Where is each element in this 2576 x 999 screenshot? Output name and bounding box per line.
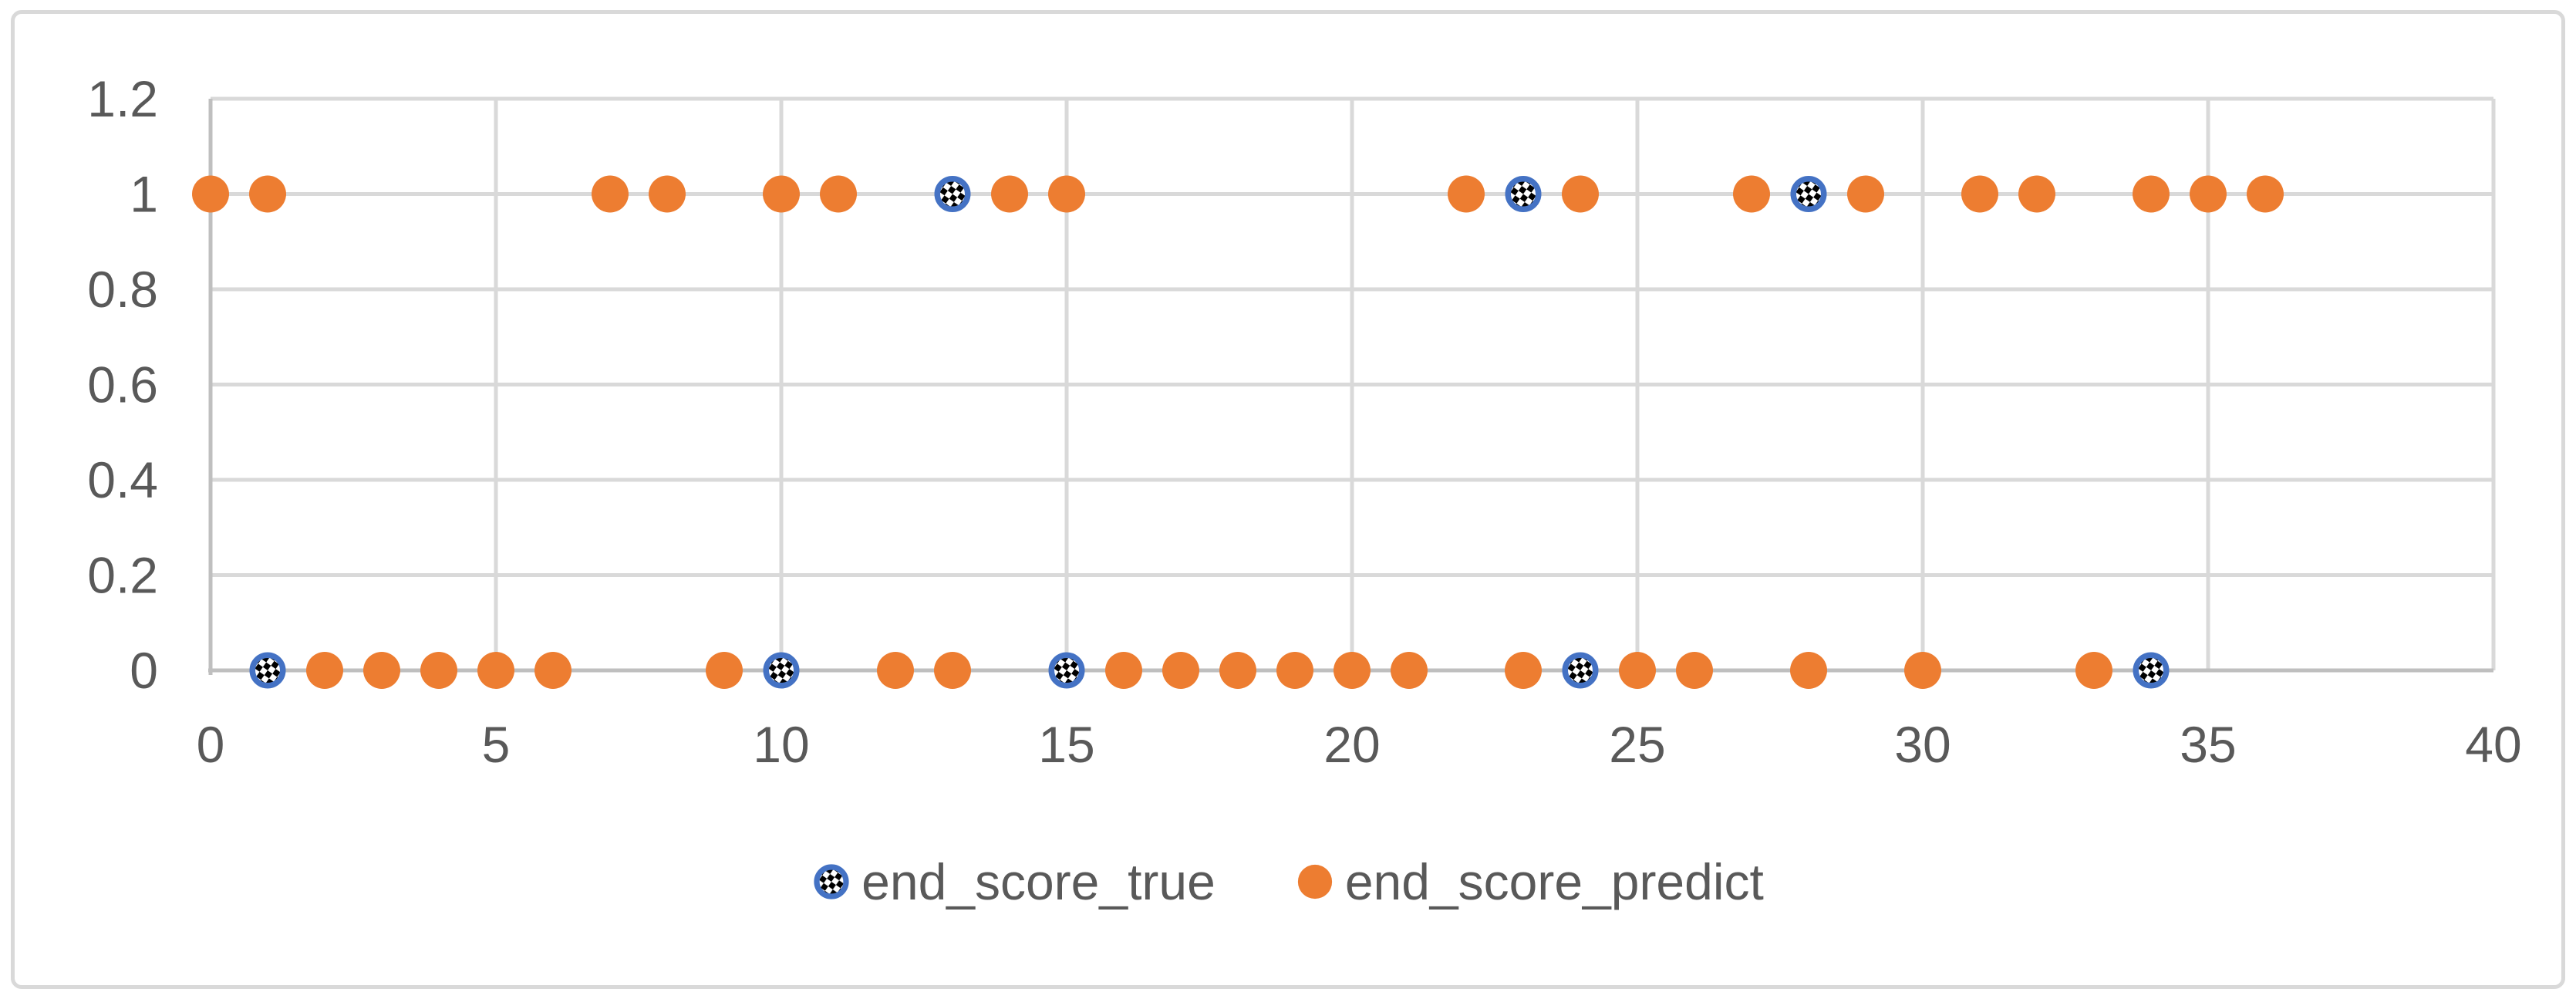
marker-checker-fill bbox=[1510, 181, 1536, 207]
y-tick-label: 1.2 bbox=[87, 70, 158, 127]
marker-blue-ring bbox=[249, 652, 286, 689]
data-point-end-score-predict bbox=[1448, 175, 1485, 213]
data-point-end-score-predict bbox=[1790, 652, 1827, 689]
y-tick-label: 1 bbox=[130, 166, 158, 223]
y-tick-labels: 0 0.2 0.4 0.6 0.8 1 1.2 bbox=[87, 70, 158, 699]
legend-item-end-score-true[interactable]: end_score_true bbox=[812, 856, 1216, 907]
y-tick-label: 0 bbox=[130, 642, 158, 699]
data-point-end-score-predict bbox=[1676, 652, 1713, 689]
data-point-end-score-true bbox=[2133, 652, 2170, 689]
legend-filled-marker bbox=[1297, 864, 1332, 899]
x-tick-label: 30 bbox=[1894, 716, 1951, 773]
data-point-end-score-predict bbox=[592, 175, 629, 213]
checkered-circle-marker-icon bbox=[812, 862, 851, 901]
data-point-end-score-predict bbox=[1219, 652, 1256, 689]
x-tick-labels: 0 5 10 15 20 25 30 35 40 bbox=[197, 716, 2522, 773]
data-point-end-score-predict bbox=[477, 652, 514, 689]
data-point-end-score-true bbox=[934, 176, 971, 212]
data-point-end-score-predict bbox=[1162, 652, 1199, 689]
data-point-end-score-predict bbox=[1334, 652, 1371, 689]
legend-orange-glyph bbox=[1297, 864, 1332, 899]
marker-checker-fill bbox=[768, 657, 794, 683]
filled-circle-marker-icon bbox=[1296, 862, 1334, 901]
data-point-end-score-predict bbox=[649, 175, 686, 213]
legend-checkered-marker bbox=[814, 864, 849, 899]
marker-blue-ring bbox=[763, 652, 800, 689]
marker-blue-ring bbox=[814, 864, 849, 899]
data-point-end-score-predict bbox=[249, 175, 286, 213]
series-end-score-true bbox=[192, 176, 2284, 689]
data-point-end-score-predict bbox=[306, 652, 343, 689]
marker-blue-ring bbox=[1790, 176, 1827, 212]
data-point-end-score-true bbox=[1048, 652, 1085, 689]
data-point-end-score-predict bbox=[1733, 175, 1770, 213]
data-point-end-score-predict bbox=[820, 175, 857, 213]
data-point-end-score-predict bbox=[192, 175, 229, 213]
x-tick-label: 0 bbox=[197, 716, 225, 773]
data-point-end-score-true bbox=[249, 652, 286, 689]
marker-checker-fill bbox=[255, 657, 281, 683]
data-point-end-score-true bbox=[1790, 176, 1827, 212]
data-point-end-score-true bbox=[1562, 652, 1599, 689]
x-tick-label: 15 bbox=[1038, 716, 1094, 773]
marker-checker-fill bbox=[819, 869, 845, 894]
data-point-end-score-predict bbox=[763, 175, 800, 213]
marker-blue-ring bbox=[2133, 652, 2170, 689]
y-tick-label: 0.4 bbox=[87, 451, 158, 508]
x-tick-label: 40 bbox=[2465, 716, 2521, 773]
legend-checker-glyph bbox=[814, 864, 849, 899]
data-point-end-score-predict bbox=[534, 652, 572, 689]
y-tick-label: 0.6 bbox=[87, 356, 158, 413]
x-tick-label: 10 bbox=[753, 716, 809, 773]
data-point-end-score-true bbox=[1505, 176, 1542, 212]
legend-label-end-score-predict: end_score_predict bbox=[1344, 853, 1764, 910]
data-point-end-score-predict bbox=[1391, 652, 1428, 689]
data-point-end-score-predict bbox=[1562, 175, 1599, 213]
data-point-end-score-predict bbox=[363, 652, 400, 689]
x-tick-label: 5 bbox=[482, 716, 511, 773]
data-point-end-score-predict bbox=[1961, 175, 1998, 213]
legend-label-end-score-true: end_score_true bbox=[861, 853, 1216, 910]
data-point-end-score-predict bbox=[2133, 175, 2170, 213]
marker-checker-fill bbox=[2138, 657, 2164, 683]
y-tick-label: 0.2 bbox=[87, 547, 158, 604]
data-point-end-score-predict bbox=[706, 652, 743, 689]
data-point-end-score-predict bbox=[1505, 652, 1542, 689]
series-end-score-predict bbox=[192, 175, 2284, 689]
marker-blue-ring bbox=[934, 176, 971, 212]
data-point-end-score-predict bbox=[1904, 652, 1941, 689]
data-point-end-score-predict bbox=[934, 652, 971, 689]
legend-item-end-score-predict[interactable]: end_score_predict bbox=[1296, 856, 1764, 907]
marker-blue-ring bbox=[1048, 652, 1085, 689]
chart-frame bbox=[11, 10, 2565, 989]
data-point-end-score-true bbox=[763, 652, 800, 689]
x-tick-label: 25 bbox=[1609, 716, 1665, 773]
y-tick-label: 0.8 bbox=[87, 261, 158, 318]
marker-blue-ring bbox=[1505, 176, 1542, 212]
x-tick-label: 35 bbox=[2180, 716, 2236, 773]
data-point-end-score-predict bbox=[1619, 652, 1656, 689]
data-point-end-score-predict bbox=[420, 652, 457, 689]
marker-checker-fill bbox=[939, 181, 966, 207]
data-point-end-score-predict bbox=[2247, 175, 2284, 213]
marker-checker-fill bbox=[1567, 657, 1593, 683]
chart-legend: end_score_true end_score_predict bbox=[0, 847, 2576, 916]
data-point-end-score-predict bbox=[1276, 652, 1313, 689]
data-point-end-score-predict bbox=[877, 652, 914, 689]
data-point-end-score-predict bbox=[1847, 175, 1884, 213]
data-point-end-score-predict bbox=[2190, 175, 2227, 213]
marker-blue-ring bbox=[1562, 652, 1599, 689]
marker-checker-fill bbox=[1054, 657, 1080, 683]
x-tick-label: 20 bbox=[1323, 716, 1380, 773]
data-point-end-score-predict bbox=[2075, 652, 2112, 689]
data-point-end-score-predict bbox=[2018, 175, 2055, 213]
data-point-end-score-predict bbox=[1048, 175, 1085, 213]
data-point-end-score-predict bbox=[991, 175, 1028, 213]
data-point-end-score-predict bbox=[1105, 652, 1142, 689]
marker-checker-fill bbox=[1795, 181, 1822, 207]
